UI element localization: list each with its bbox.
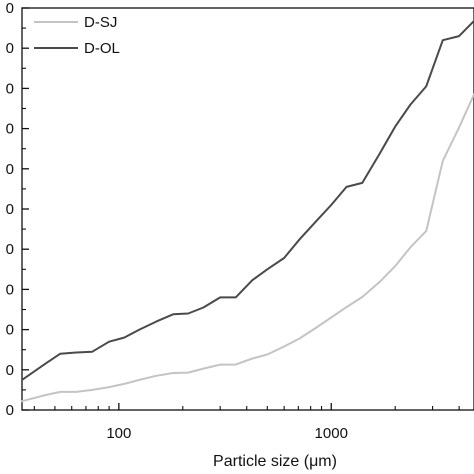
y-tick-label: 0 (6, 402, 14, 419)
y-tick-label: 0 (6, 241, 14, 258)
y-tick-label: 0 (6, 322, 14, 339)
y-tick-label: 0 (6, 281, 14, 298)
series-line-d-sj (21, 93, 474, 403)
y-tick-label: 0 (6, 201, 14, 218)
legend: D-SJ D-OL (34, 14, 120, 57)
y-tick-label: 0 (6, 80, 14, 97)
x-tick-label: 100 (106, 425, 131, 442)
y-tick-label: 0 (6, 161, 14, 178)
plot-frame (21, 7, 474, 411)
series-lines (21, 19, 474, 403)
series-line-d-ol (21, 19, 474, 381)
y-tick-label: 0 (6, 40, 14, 57)
x-axis-label: Particle size (μm) (213, 453, 337, 470)
y-tick-label: 0 (6, 121, 14, 138)
legend-label: D-SJ (84, 14, 117, 31)
y-axis: 0 0 0 0 0 0 0 0 0 0 0 (6, 0, 29, 419)
y-tick-label: 0 (6, 0, 14, 17)
x-tick-label: 1000 (315, 425, 348, 442)
y-tick-label: 0 (6, 362, 14, 379)
legend-label: D-OL (84, 40, 120, 57)
x-axis: 100 1000 (33, 403, 460, 442)
